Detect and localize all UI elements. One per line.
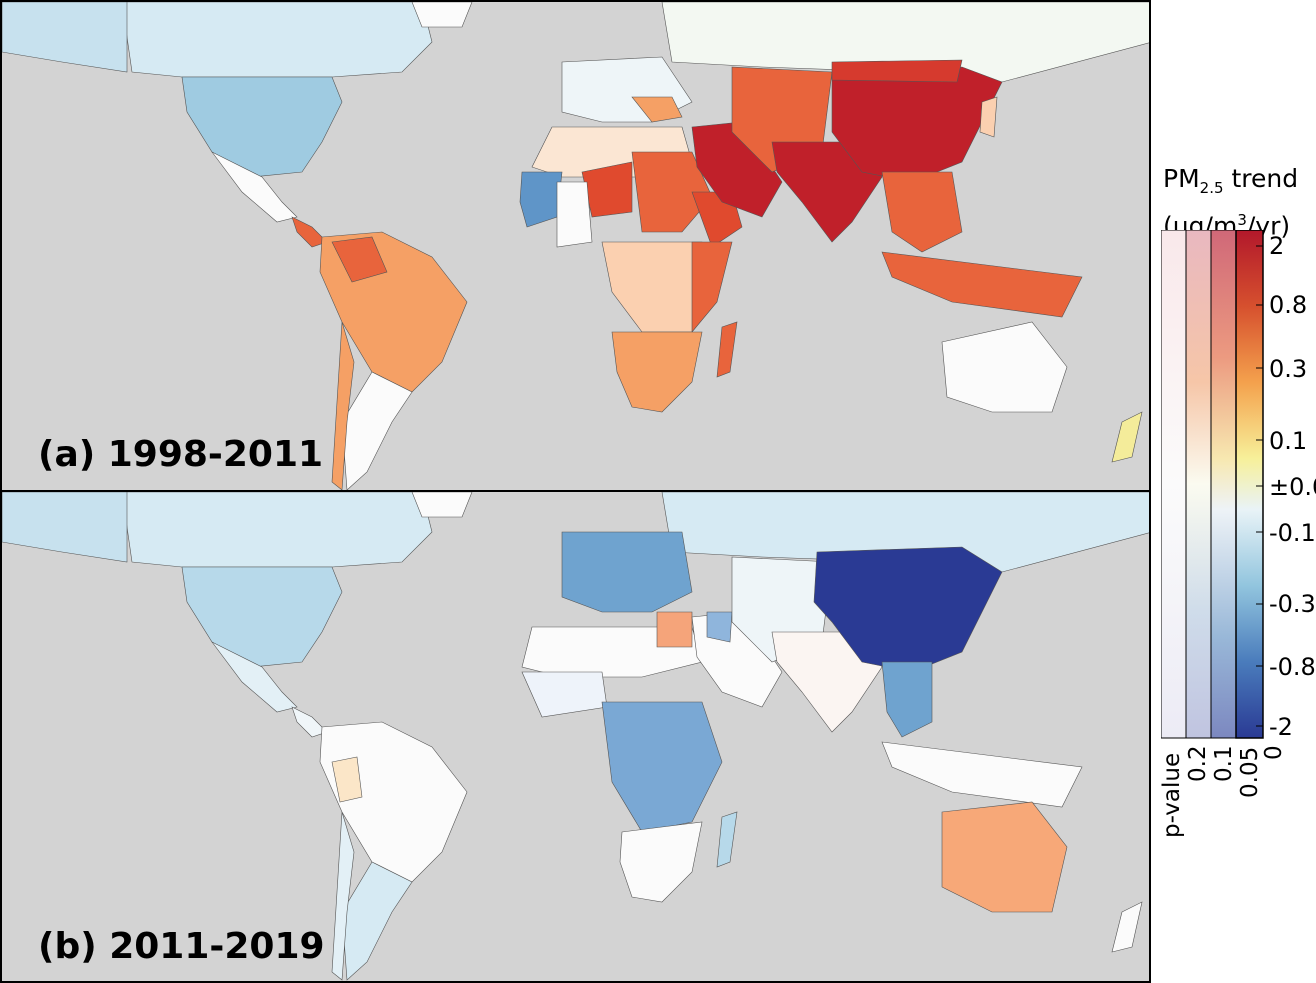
region-greenland [411, 492, 473, 518]
legend-title: PM2.5 trend (μg/m3/yr) [1163, 163, 1298, 242]
legend-units-sup: 3 [1237, 211, 1247, 229]
colorbar-column-p01 [1185, 230, 1212, 739]
world-map-2011-2019 [2, 492, 1149, 981]
colorbar-column-p0 [1235, 230, 1264, 739]
region-central-america [291, 216, 328, 248]
region-chile [331, 811, 355, 981]
region-canada [121, 2, 433, 78]
colorbar-ticks [1256, 245, 1263, 727]
legend-title-main: PM [1163, 164, 1200, 193]
region-mongolia [831, 59, 963, 83]
region-indonesia [881, 251, 1083, 318]
colorbar-column-p02 [1161, 230, 1187, 739]
colorbar-tick-label: ±0.05 [1269, 473, 1316, 501]
region-colombia [331, 236, 388, 283]
region-madagascar [716, 321, 738, 378]
region-greenland [411, 2, 473, 28]
region-australia [941, 321, 1068, 413]
map-panel-1998-2011: (a) 1998-2011 [0, 0, 1151, 492]
legend-title-rest: trend [1223, 164, 1299, 193]
colorbar-tick-label: 0.1 [1269, 427, 1308, 455]
colorbar-tick-label: -0.3 [1269, 590, 1316, 618]
region-southern-africa [619, 821, 703, 903]
region-usa [181, 76, 343, 178]
map-panel-2011-2019: (b) 2011-2019 [0, 490, 1151, 983]
region-balkans [631, 96, 683, 123]
colorbar-tick-label: -0.1 [1269, 519, 1316, 547]
region-new-zealand [1111, 901, 1143, 953]
colorbar-tick-label: -0.8 [1269, 653, 1316, 681]
region-alaska [2, 492, 128, 563]
region-japan [979, 96, 998, 138]
region-peru [331, 756, 363, 803]
region-southeast-asia [881, 171, 963, 253]
region-southeast-asia [881, 661, 933, 738]
region-iraq [706, 611, 733, 643]
pvalue-tick-label: 0.1 [1211, 745, 1237, 782]
region-mexico [211, 641, 298, 713]
pvalue-tick-label: 0 [1261, 745, 1287, 760]
colorbar-tick-label: -2 [1269, 713, 1293, 741]
region-madagascar [716, 811, 738, 868]
region-australia [941, 801, 1068, 913]
panel-label-a: (a) 1998-2011 [38, 434, 324, 475]
region-central-africa [601, 701, 723, 833]
colorbar [1161, 230, 1264, 739]
colorbar-tick-label: 0.3 [1269, 355, 1308, 383]
region-china [813, 546, 1003, 673]
region-indonesia [881, 741, 1083, 808]
region-argentina [341, 371, 413, 490]
region-east-africa [691, 241, 733, 333]
region-chile [331, 321, 355, 490]
region-west-africa [521, 671, 608, 718]
region-southern-africa [611, 331, 703, 413]
region-new-zealand [1111, 411, 1143, 463]
region-canada [121, 492, 433, 568]
region-argentina [341, 861, 413, 981]
world-map-1998-2011 [2, 2, 1149, 490]
region-west-africa [519, 171, 563, 228]
region-sahel [556, 181, 593, 248]
pvalue-tick-label: 0.05 [1237, 746, 1263, 798]
pvalue-axis-label: p-value [1159, 752, 1185, 838]
region-alaska [2, 2, 128, 73]
region-central-america [291, 706, 328, 738]
colorbar-tick-label: 2 [1269, 232, 1285, 260]
colorbar-legend: PM2.5 trend (μg/m3/yr) [1151, 0, 1316, 983]
region-usa [181, 566, 343, 668]
region-china [831, 66, 1003, 183]
region-chad-sudan [631, 151, 713, 233]
colorbar-column-p005 [1210, 230, 1237, 739]
legend-title-sub: 2.5 [1199, 179, 1224, 197]
panel-label-b: (b) 2011-2019 [38, 926, 325, 967]
colorbar-tick-label: 0.8 [1269, 291, 1308, 319]
region-mexico [211, 151, 298, 223]
region-egypt [656, 611, 693, 648]
pvalue-tick-label: 0.2 [1185, 745, 1211, 782]
region-europe [561, 531, 693, 613]
